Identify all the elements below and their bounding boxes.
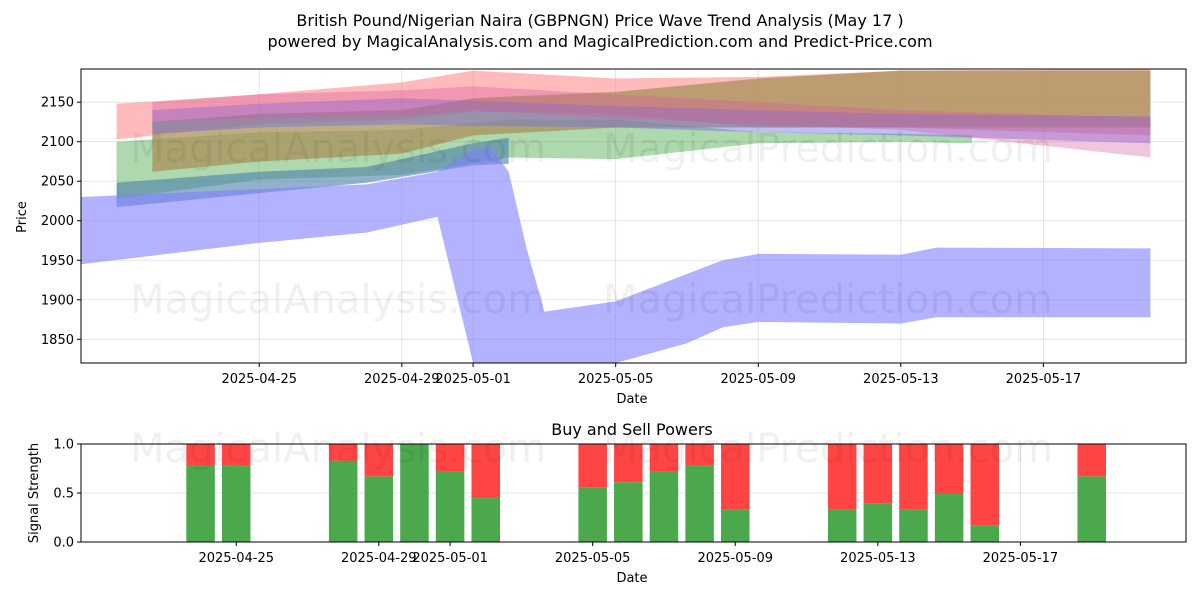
price-ytick-label: 1900 [41,293,74,308]
price-xtick-label: 2025-05-09 [720,372,796,387]
buy-bar [364,476,394,542]
buy-bar [721,509,750,542]
signal-xtick-label: 2025-05-01 [412,551,488,566]
signal-xtick-label: 2025-05-09 [697,551,773,566]
price-xtick-label: 2025-04-29 [364,372,440,387]
price-band-3 [152,98,1151,144]
price-ylabel: Price [15,201,30,233]
buy-bar [970,525,1000,542]
chart-title-line2: powered by MagicalAnalysis.com and Magic… [267,32,932,51]
sell-bar [328,444,358,461]
watermark-prediction: MagicalPrediction.com [603,426,1053,472]
buy-bar [863,503,893,542]
price-bands [81,69,1151,363]
price-band-2 [152,70,1151,172]
signal-xtick-label: 2025-05-17 [983,551,1059,566]
signal-xtick-label: 2025-04-29 [341,551,417,566]
watermark-analysis: MagicalAnalysis.com [130,426,546,472]
signal-ytick-label: 0.0 [53,536,74,551]
sell-bar [721,444,750,510]
sell-bar [435,444,465,472]
watermark-prediction: MagicalPrediction.com [603,277,1053,323]
signal-xtick-label: 2025-05-13 [840,551,916,566]
watermark-prediction: MagicalPrediction.com [603,126,1053,172]
sell-bar [970,444,1000,526]
price-ytick-label: 2100 [41,135,74,150]
price-ytick-label: 1950 [41,254,74,269]
buy-bar [1077,476,1106,542]
price-xtick-label: 2025-04-25 [221,372,297,387]
buy-bar [827,509,857,542]
sell-bar [614,444,643,483]
buy-sell-title: Buy and Sell Powers [551,420,713,439]
signal-xlabel: Date [616,571,647,586]
price-wave-panel: MagicalAnalysis.com MagicalPrediction.co… [15,68,1187,407]
buy-bar [400,444,429,542]
sell-bar [364,444,394,477]
buy-bar [649,471,679,542]
price-xtick-label: 2025-05-01 [435,372,511,387]
price-ytick-label: 2000 [41,214,74,229]
buy-bar [221,465,251,542]
sell-bar [471,444,500,498]
sell-bar [186,444,215,466]
signal-xtick-label: 2025-05-05 [555,551,631,566]
buy-bar [578,487,607,542]
price-band-4 [152,86,1151,158]
sell-bar [578,444,607,488]
sell-bar [934,444,964,493]
sell-bar [899,444,928,510]
buy-bar [614,482,643,542]
price-band-5 [116,137,509,208]
signal-ytick-label: 1.0 [53,438,74,453]
buy-bar [934,493,964,542]
signal-ytick-label: 0.5 [53,487,74,502]
chart-title-line1: British Pound/Nigerian Naira (GBPNGN) Pr… [296,11,903,30]
price-axes: 1850 1900 1950 2000 2050 2100 2150 2025-04-25 20… [41,96,1081,387]
price-xtick-label: 2025-05-05 [578,372,654,387]
sell-bar [685,444,714,466]
sell-bar [863,444,893,504]
signal-xtick-label: 2025-04-25 [198,551,274,566]
buy-sell-panel: Buy and Sell Powers MagicalAnalysis.com … [27,420,1187,586]
watermark-analysis: MagicalAnalysis.com [130,126,546,172]
price-watermarks: MagicalAnalysis.com MagicalPrediction.co… [130,126,1053,323]
price-band-6 [81,148,1151,363]
watermark-analysis: MagicalAnalysis.com [130,277,546,323]
buy-bar [328,460,358,542]
price-ytick-label: 2150 [41,96,74,111]
sell-bar [649,444,679,472]
sell-bar [221,444,251,466]
price-xlabel: Date [616,392,647,407]
buy-bar [471,497,500,542]
buy-bar [435,471,465,542]
price-plot-frame [80,68,1187,364]
sell-bar [1077,444,1106,477]
signal-bars [186,444,1106,542]
price-ytick-label: 1850 [41,333,74,348]
price-xtick-label: 2025-05-17 [1006,372,1082,387]
signal-ylabel: Signal Strength [27,443,42,543]
buy-bar [685,465,714,542]
buy-bar [186,465,215,542]
price-ytick-label: 2050 [41,175,74,190]
price-xtick-label: 2025-05-13 [863,372,939,387]
buy-bar [899,509,928,542]
sell-bar [827,444,857,510]
